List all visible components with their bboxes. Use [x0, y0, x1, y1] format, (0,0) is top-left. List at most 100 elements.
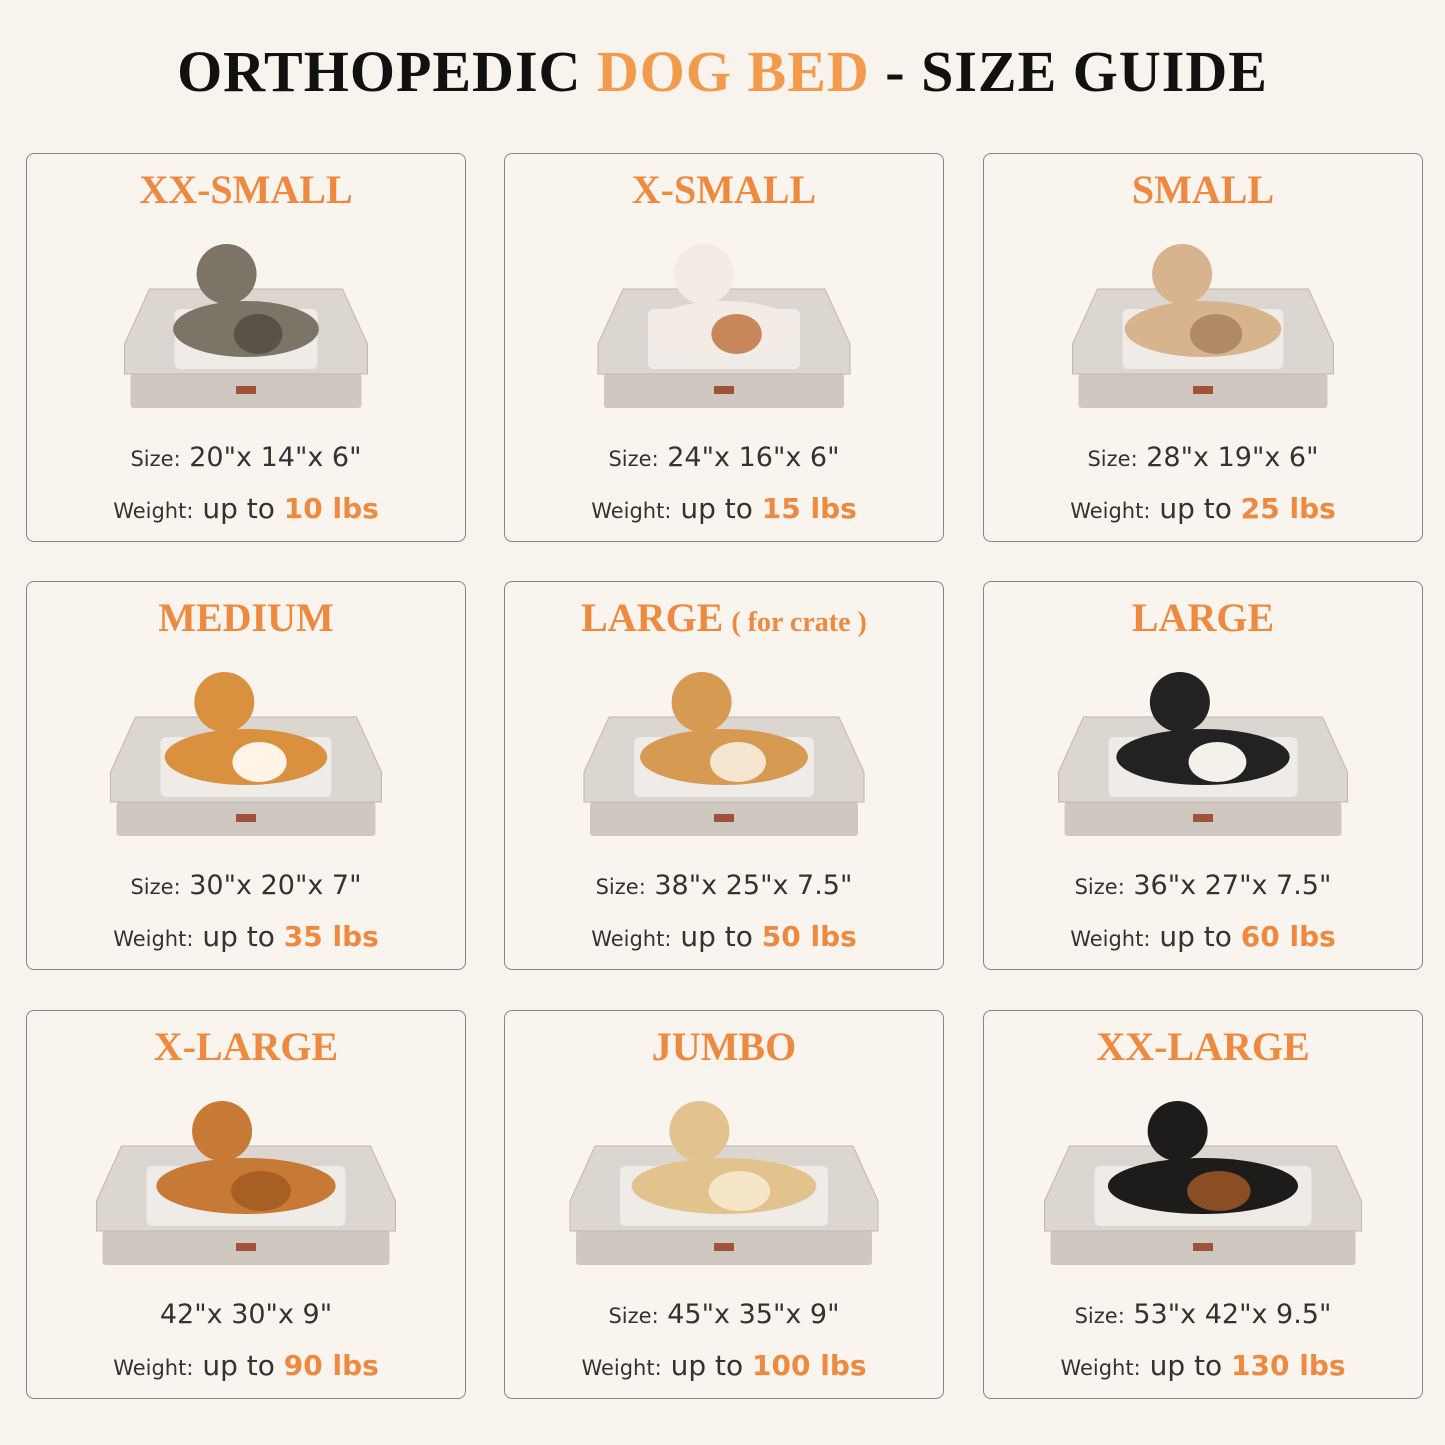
- pet-head: [192, 1101, 253, 1161]
- pet-chest: [233, 314, 283, 354]
- card-text: Size:: [608, 1304, 659, 1328]
- card-text: Size:: [595, 875, 646, 899]
- card-text: up to: [680, 920, 753, 953]
- pet-chest: [1189, 314, 1243, 354]
- card-text: up to: [1159, 920, 1232, 953]
- card-text: 130 lbs: [1231, 1349, 1346, 1382]
- size-name: LARGE( for crate ): [505, 594, 943, 641]
- size-dimensions: Size: 28"x 19"x 6": [984, 442, 1422, 473]
- dog-bed-image: [1044, 1101, 1362, 1265]
- bed-label: [714, 1243, 734, 1251]
- card-text: Weight:: [591, 927, 672, 951]
- size-dimensions: Size: 38"x 25"x 7.5": [505, 870, 943, 901]
- weight-limit: Weight: up to 50 lbs: [505, 920, 943, 953]
- card-text: 45"x 35"x 9": [667, 1299, 840, 1330]
- card-text: 30"x 20"x 7": [189, 870, 362, 901]
- weight-limit: Weight: up to 35 lbs: [27, 920, 465, 953]
- card-text: 10 lbs: [283, 492, 379, 525]
- card-text: X-SMALL: [631, 167, 817, 212]
- card-text: up to: [1149, 1349, 1223, 1382]
- size-card: XX-LARGE Size: 53"x 42"x 9.5" Weight: up…: [983, 1010, 1423, 1399]
- size-card: JUMBO Size: 45"x 35"x 9" Weight: up to 1…: [504, 1010, 944, 1399]
- title-accent: DOG BED: [596, 39, 870, 104]
- pet-chest: [231, 1171, 291, 1211]
- card-text: up to: [202, 920, 275, 953]
- dog-bed-image: [597, 244, 851, 408]
- card-text: Size:: [130, 875, 181, 899]
- bed-label: [236, 386, 256, 394]
- page-title: ORTHOPEDIC DOG BED - SIZE GUIDE: [0, 38, 1445, 105]
- weight-limit: Weight: up to 130 lbs: [984, 1349, 1422, 1382]
- card-text: up to: [202, 492, 275, 525]
- card-text: Size:: [1087, 447, 1138, 471]
- pet-head: [1152, 244, 1213, 304]
- card-text: LARGE: [1131, 595, 1275, 640]
- card-text: XX-SMALL: [139, 167, 353, 212]
- card-text: Weight:: [1060, 1356, 1141, 1380]
- card-text: LARGE: [581, 595, 724, 640]
- card-text: Size:: [130, 447, 181, 471]
- card-text: 100 lbs: [752, 1349, 867, 1382]
- card-text: SMALL: [1131, 167, 1275, 212]
- card-text: 38"x 25"x 7.5": [654, 870, 853, 901]
- weight-limit: Weight: up to 10 lbs: [27, 492, 465, 525]
- card-text: Weight:: [113, 1356, 194, 1380]
- card-text: 36"x 27"x 7.5": [1133, 870, 1332, 901]
- card-text: 90 lbs: [283, 1349, 379, 1382]
- card-text: 28"x 19"x 6": [1146, 442, 1319, 473]
- card-text: XX-LARGE: [1096, 1024, 1310, 1069]
- card-text: Size:: [1074, 1304, 1125, 1328]
- pet-head: [671, 672, 732, 732]
- size-name: MEDIUM: [27, 594, 465, 641]
- bed-label: [714, 814, 734, 822]
- size-card: X-SMALL Size: 24"x 16"x 6" Weight: up to…: [504, 153, 944, 542]
- size-dimensions: Size: 30"x 20"x 7": [27, 870, 465, 901]
- pet-chest: [232, 742, 287, 782]
- dog-bed-image: [124, 244, 368, 408]
- size-dimensions: Size: 24"x 16"x 6": [505, 442, 943, 473]
- pet-head: [1147, 1101, 1208, 1161]
- card-text: Weight:: [591, 499, 672, 523]
- pet-chest: [708, 1171, 771, 1211]
- card-text: Weight:: [581, 1356, 662, 1380]
- card-text: Weight:: [1070, 927, 1151, 951]
- size-name: XX-SMALL: [27, 166, 465, 213]
- card-text: X-LARGE: [153, 1024, 339, 1069]
- bed-label: [714, 386, 734, 394]
- bed-label: [1193, 386, 1213, 394]
- dog-bed-image: [1058, 672, 1348, 836]
- card-text: up to: [670, 1349, 744, 1382]
- title-part2: - SIZE GUIDE: [885, 39, 1268, 104]
- size-dimensions: Size: 53"x 42"x 9.5": [984, 1299, 1422, 1330]
- card-text: 15 lbs: [761, 492, 857, 525]
- size-card: XX-SMALL Size: 20"x 14"x 6" Weight: up t…: [26, 153, 466, 542]
- card-text: 42"x 30"x 9": [159, 1299, 333, 1330]
- title-part1: ORTHOPEDIC: [177, 39, 582, 104]
- bed-label: [1193, 1243, 1213, 1251]
- dog-bed-image: [569, 1101, 879, 1265]
- size-card: MEDIUM Size: 30"x 20"x 7" Weight: up to …: [26, 581, 466, 970]
- size-name: X-LARGE: [27, 1023, 465, 1070]
- card-text: MEDIUM: [158, 595, 334, 640]
- card-text: 60 lbs: [1240, 920, 1336, 953]
- pet-head: [673, 244, 734, 304]
- card-text: 35 lbs: [283, 920, 379, 953]
- card-text: up to: [1159, 492, 1232, 525]
- weight-limit: Weight: up to 100 lbs: [505, 1349, 943, 1382]
- dog-bed-image: [96, 1101, 396, 1265]
- dog-bed-image: [1072, 244, 1334, 408]
- size-dimensions: Size: 20"x 14"x 6": [27, 442, 465, 473]
- pet-head: [669, 1101, 730, 1161]
- card-text: 50 lbs: [761, 920, 857, 953]
- weight-limit: Weight: up to 25 lbs: [984, 492, 1422, 525]
- card-text: JUMBO: [651, 1024, 797, 1069]
- pet-head: [196, 244, 257, 304]
- dog-bed-image: [583, 672, 865, 836]
- card-text: up to: [680, 492, 753, 525]
- size-card: LARGE( for crate ) Size: 38"x 25"x 7.5" …: [504, 581, 944, 970]
- pet-chest: [1187, 1171, 1251, 1211]
- size-dimensions: Size: 45"x 35"x 9": [505, 1299, 943, 1330]
- card-text: Weight:: [1070, 499, 1151, 523]
- size-card: X-LARGE 42"x 30"x 9" Weight: up to 90 lb…: [26, 1010, 466, 1399]
- bed-label: [236, 814, 256, 822]
